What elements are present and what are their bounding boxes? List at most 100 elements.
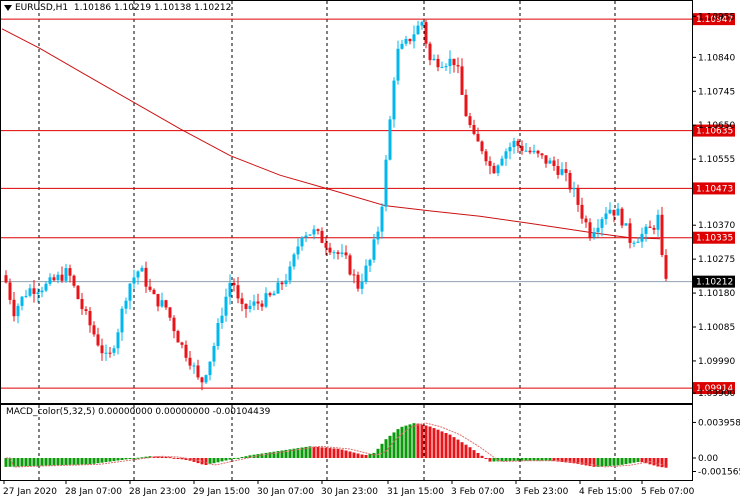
candle-body (580, 204, 584, 219)
macd-bar (372, 452, 376, 458)
current-price-label: 1.10212 (696, 278, 733, 288)
macd-bar (292, 448, 296, 458)
candle-body (44, 283, 48, 291)
macd-bar (320, 447, 324, 458)
macd-bar (208, 458, 212, 465)
candle-body (528, 150, 532, 153)
macd-bar (460, 442, 464, 458)
macd-bar (416, 423, 420, 458)
macd-bar (72, 458, 76, 465)
macd-bar (128, 458, 132, 459)
macd-bar (512, 458, 516, 461)
macd-bar (8, 458, 12, 467)
candle-body (108, 352, 112, 354)
candle-body (396, 48, 400, 81)
time-tick-label: 31 Jan 15:00 (387, 487, 444, 497)
candle-body (16, 305, 20, 317)
macd-bar (440, 431, 444, 458)
candle-body (568, 173, 572, 190)
candle-body (312, 229, 316, 235)
macd-bar (204, 458, 208, 465)
candle-body (664, 255, 668, 279)
candle-body (268, 293, 272, 296)
macd-bar (352, 452, 356, 458)
candle-body (300, 237, 304, 247)
candle-body (432, 58, 436, 60)
macd-bar (192, 458, 196, 462)
macd-bar (596, 458, 600, 467)
macd-bar (180, 458, 184, 460)
macd-bar (392, 432, 396, 458)
candle-body (540, 153, 544, 156)
candle-body (356, 274, 360, 289)
macd-bar (284, 449, 288, 458)
macd-bar (500, 458, 504, 462)
macd-bar (368, 453, 372, 458)
macd-bar (664, 458, 668, 468)
time-tick-label: 28 Jan 07:00 (65, 487, 122, 497)
candle-body (660, 214, 664, 255)
candle-body (280, 282, 284, 285)
macd-bar (404, 425, 408, 458)
candle-body (336, 252, 340, 254)
candle-body (344, 252, 348, 256)
macd-bar (332, 448, 336, 458)
candle-body (180, 342, 184, 345)
candle-body (392, 80, 396, 120)
horizontal-levels[interactable]: 1.10947 1.10635 1.10473 1.10335 1.09914 1.102… (1, 13, 735, 395)
macd-bar (104, 458, 108, 463)
candle-body (320, 230, 324, 243)
candle-body (228, 282, 232, 297)
macd-bar (88, 458, 92, 465)
macd-bar (412, 423, 416, 458)
macd-bar (364, 455, 368, 458)
macd-bar (296, 448, 300, 458)
chart-header: EURUSD,H1 1.10186 1.10219 1.10138 1.1021… (4, 3, 231, 13)
macd-bar (260, 453, 264, 458)
candle-body (52, 277, 56, 281)
macd-bar (316, 447, 320, 458)
macd-bar (600, 458, 604, 467)
candle-body (416, 25, 420, 35)
macd-bar (340, 449, 344, 458)
candle-body (192, 365, 196, 367)
candle-body (208, 361, 212, 376)
macd-bar (616, 458, 620, 466)
candle-body (124, 300, 128, 309)
macd-bar (556, 458, 560, 462)
candle-body (128, 283, 132, 301)
candle-body (224, 296, 228, 316)
candle-body (156, 294, 160, 307)
candle-body (444, 66, 448, 68)
macd-signal-line (6, 422, 667, 468)
macd-bar (308, 446, 312, 458)
candle-body (304, 235, 308, 238)
price-tick-label: 1.10275 (698, 255, 735, 265)
candle-body (348, 255, 352, 275)
candle-body (48, 277, 52, 284)
candle-body (12, 299, 16, 317)
candle-body (656, 214, 660, 230)
macd-bar (564, 458, 568, 463)
candle-body (40, 290, 44, 293)
macd-bar (228, 458, 232, 460)
candle-body (460, 66, 464, 95)
candle-body (400, 43, 404, 49)
candle-body (420, 22, 424, 26)
candle-body (24, 295, 28, 297)
candle-body (112, 348, 116, 353)
dropdown-triangle-icon[interactable] (4, 4, 12, 11)
macd-bar (644, 458, 648, 464)
candle-body (328, 247, 332, 253)
macd-tick-label: 0.00 (698, 454, 718, 464)
candle-body (380, 206, 384, 232)
macd-bar (640, 458, 644, 463)
macd-bar (420, 424, 424, 458)
macd-bar (160, 456, 164, 458)
price-tick-label: 1.10955 (698, 12, 735, 22)
macd-bar (384, 439, 388, 458)
level-price-label: 1.10635 (696, 127, 733, 137)
macd-bar (264, 452, 268, 458)
candle-body (492, 165, 496, 174)
